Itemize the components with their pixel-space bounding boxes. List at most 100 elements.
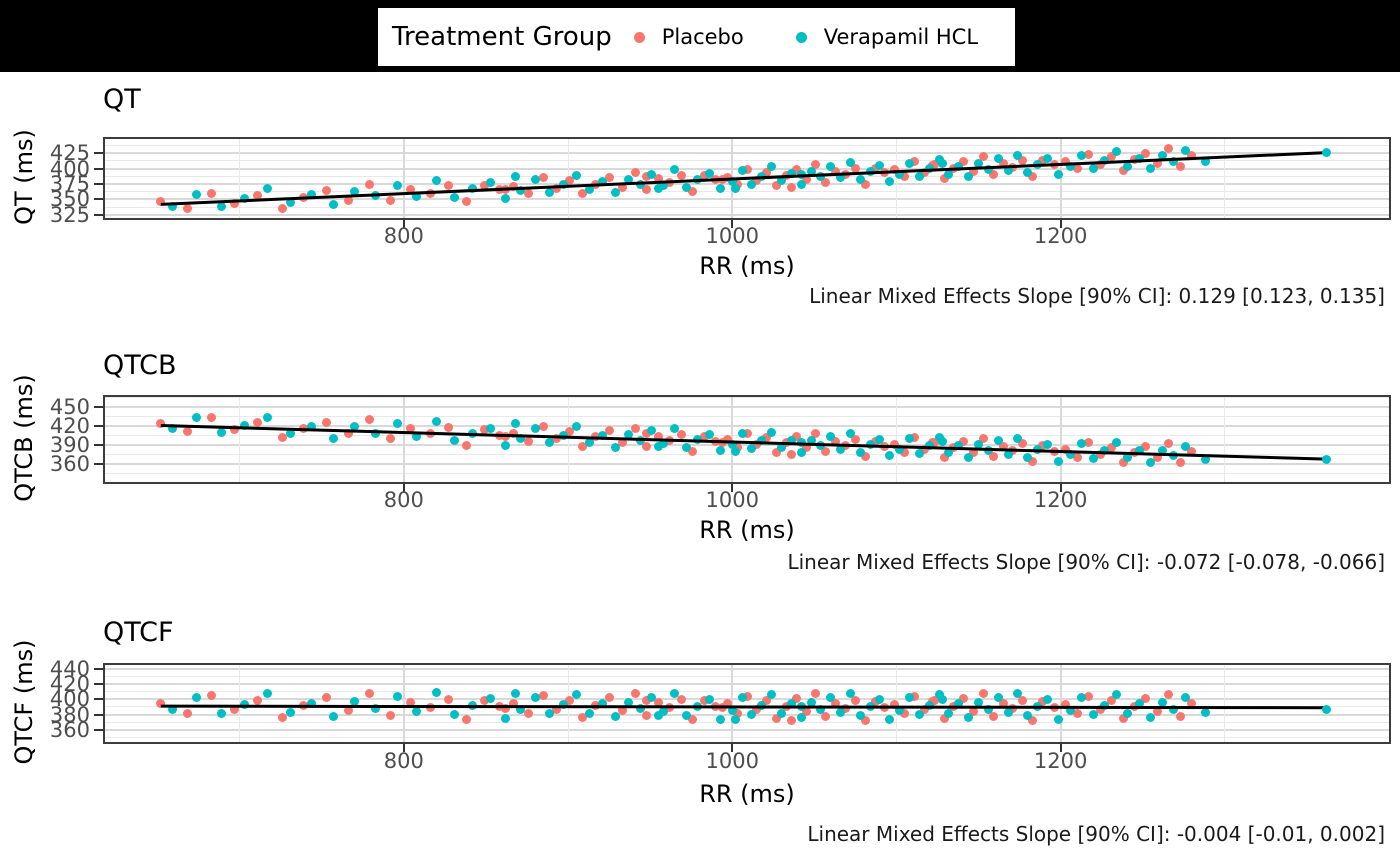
data-point-verapamil (727, 440, 737, 450)
data-point-placebo (978, 433, 988, 443)
data-point-placebo (479, 696, 489, 706)
data-point-placebo (538, 690, 548, 700)
data-point-placebo (1175, 161, 1185, 171)
data-point-verapamil (598, 177, 607, 187)
data-point-verapamil (1054, 169, 1064, 179)
data-point-verapamil (571, 422, 581, 432)
data-point-placebo (182, 204, 192, 214)
outlier-point-verapamil (1322, 704, 1332, 714)
data-point-verapamil (737, 429, 747, 439)
data-point-placebo (900, 709, 910, 719)
data-point-verapamil (670, 423, 680, 433)
data-point-verapamil (515, 186, 525, 196)
data-point-placebo (699, 696, 709, 706)
y-tick-label: 360 (49, 717, 90, 742)
data-point-placebo (1107, 443, 1116, 453)
x-axis-title-qtcf: RR (ms) (699, 780, 795, 808)
y-tick-mark (94, 698, 103, 701)
major-gridline (105, 406, 1389, 409)
data-point-placebo (322, 693, 332, 703)
data-point-verapamil (1088, 164, 1098, 174)
y-tick-label: 380 (49, 702, 90, 727)
data-point-placebo (386, 710, 396, 720)
y-tick-label: 360 (49, 452, 90, 477)
data-point-verapamil (307, 698, 317, 708)
data-point-verapamil (1180, 692, 1190, 702)
data-point-verapamil (263, 184, 273, 194)
y-tick-mark (94, 198, 103, 201)
data-point-verapamil (993, 436, 1003, 446)
data-point-verapamil (1134, 699, 1144, 709)
data-point-placebo (791, 694, 801, 704)
minor-gridline (105, 191, 1389, 193)
placebo-dot-icon (633, 31, 645, 43)
data-point-placebo (578, 189, 588, 199)
data-point-placebo (461, 196, 471, 206)
data-point-verapamil (545, 709, 555, 719)
data-point-placebo (900, 172, 910, 182)
major-gridline (105, 667, 1389, 670)
data-point-placebo (752, 440, 762, 450)
data-point-verapamil (1134, 446, 1144, 456)
data-point-verapamil (510, 688, 520, 698)
data-point-placebo (538, 422, 548, 432)
data-point-placebo (1028, 457, 1038, 467)
data-point-verapamil (392, 180, 402, 190)
data-point-placebo (642, 172, 652, 182)
data-point-placebo (1061, 157, 1071, 167)
panel-title-qtcf: QTCF (103, 617, 174, 648)
data-point-placebo (1038, 441, 1048, 451)
data-point-verapamil (727, 177, 737, 187)
data-point-placebo (1175, 712, 1185, 722)
data-point-verapamil (885, 177, 895, 187)
data-point-verapamil (767, 428, 777, 438)
data-point-verapamil (468, 184, 478, 194)
data-point-verapamil (1123, 453, 1133, 463)
data-point-verapamil (826, 431, 836, 441)
data-point-placebo (364, 415, 374, 425)
x-tick-mark (402, 220, 405, 228)
data-point-verapamil (558, 700, 568, 710)
data-point-verapamil (944, 708, 954, 718)
minor-gridline (239, 139, 241, 218)
data-point-placebo (443, 694, 453, 704)
data-point-placebo (1107, 152, 1116, 162)
data-point-placebo (630, 688, 640, 698)
data-point-verapamil (350, 422, 360, 432)
data-point-placebo (870, 697, 880, 707)
data-point-placebo (909, 433, 919, 443)
data-point-placebo (939, 713, 949, 723)
data-point-placebo (909, 157, 919, 167)
data-point-placebo (1118, 165, 1128, 175)
data-point-placebo (811, 159, 821, 169)
data-point-verapamil (885, 451, 895, 461)
data-point-placebo (386, 196, 396, 206)
data-point-placebo (732, 709, 742, 719)
data-point-verapamil (1023, 167, 1033, 177)
data-point-placebo (1141, 694, 1151, 704)
data-point-verapamil (731, 447, 740, 457)
data-point-verapamil (885, 714, 895, 724)
data-point-verapamil (747, 443, 757, 453)
data-point-verapamil (611, 187, 621, 197)
data-point-placebo (524, 708, 534, 718)
data-point-placebo (890, 440, 900, 450)
data-point-placebo (565, 175, 575, 185)
data-point-verapamil (530, 423, 540, 433)
data-point-placebo (831, 166, 841, 176)
y-tick-mark (94, 406, 103, 409)
data-point-verapamil (806, 166, 816, 176)
x-tick-mark (402, 744, 405, 752)
data-point-placebo (850, 695, 860, 705)
data-point-verapamil (167, 423, 177, 433)
data-point-placebo (207, 412, 217, 422)
major-gridline (1059, 397, 1062, 482)
y-tick-mark (94, 213, 103, 216)
data-point-placebo (688, 447, 698, 457)
data-point-verapamil (934, 690, 944, 700)
data-point-verapamil (944, 169, 954, 179)
data-point-placebo (688, 715, 698, 725)
data-point-verapamil (974, 697, 983, 707)
data-point-placebo (742, 428, 752, 438)
